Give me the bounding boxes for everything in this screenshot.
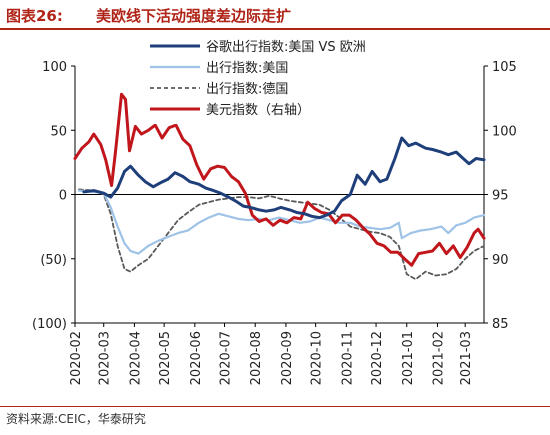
x-tick-label: 2020-04 [128,331,143,385]
legend-label-3: 美元指数（右轴） [206,103,310,118]
legend-label-0: 谷歌出行指数:美国 VS 欧洲 [206,40,366,55]
x-tick-label: 2020-10 [310,331,325,385]
line-chart: 100 50 0 (50) (100) 105 100 95 90 85 2020-02 2020-0… [32,34,517,386]
x-tick-label: 2020-03 [98,331,113,385]
series-line-1 [77,189,486,255]
figure-title: 美欧线下活动强度差边际走扩 [96,7,292,25]
left-tick-label: 100 [42,60,67,75]
left-tick-label: 0 [59,189,67,204]
left-tick-label: (100) [32,317,67,332]
source-note: 资料来源:CEIC，华泰研究 [6,412,146,426]
series-line-0 [82,136,486,220]
right-tick-label: 90 [492,253,509,268]
x-tick-label: 2020-12 [370,331,385,385]
x-tick-label: 2021-03 [459,331,474,385]
right-tick-label: 85 [492,317,509,332]
x-tick-label: 2021-02 [431,331,446,385]
left-tick-label: 50 [50,124,67,139]
x-tick-label: 2020-07 [219,331,234,385]
series-layer [73,92,486,281]
x-tick-label: 2020-02 [69,331,84,385]
source-rule [0,406,550,407]
right-tick-label: 105 [492,60,517,75]
right-tick-label: 95 [492,189,509,204]
x-tick-label: 2020-11 [340,331,355,385]
title-rule [0,28,550,30]
x-tick-label: 2020-06 [189,331,204,385]
series-line-3 [73,92,486,267]
figure-label: 图表26: [6,7,63,25]
x-tick-label: 2020-09 [280,331,295,385]
legend-label-2: 出行指数:德国 [206,82,288,97]
legend-label-1: 出行指数:美国 [206,61,288,76]
x-tick-label: 2020-05 [158,331,173,385]
left-tick-label: (50) [40,253,67,268]
chart-axes: 100 50 0 (50) (100) 105 100 95 90 85 2020-02 2020-0… [32,60,517,385]
x-tick-label: 2020-08 [249,331,264,385]
x-tick-label: 2021-01 [401,331,416,385]
figure-header: 图表26: 美欧线下活动强度差边际走扩 [0,0,550,28]
series-line-2 [78,188,485,281]
right-tick-label: 100 [492,124,517,139]
